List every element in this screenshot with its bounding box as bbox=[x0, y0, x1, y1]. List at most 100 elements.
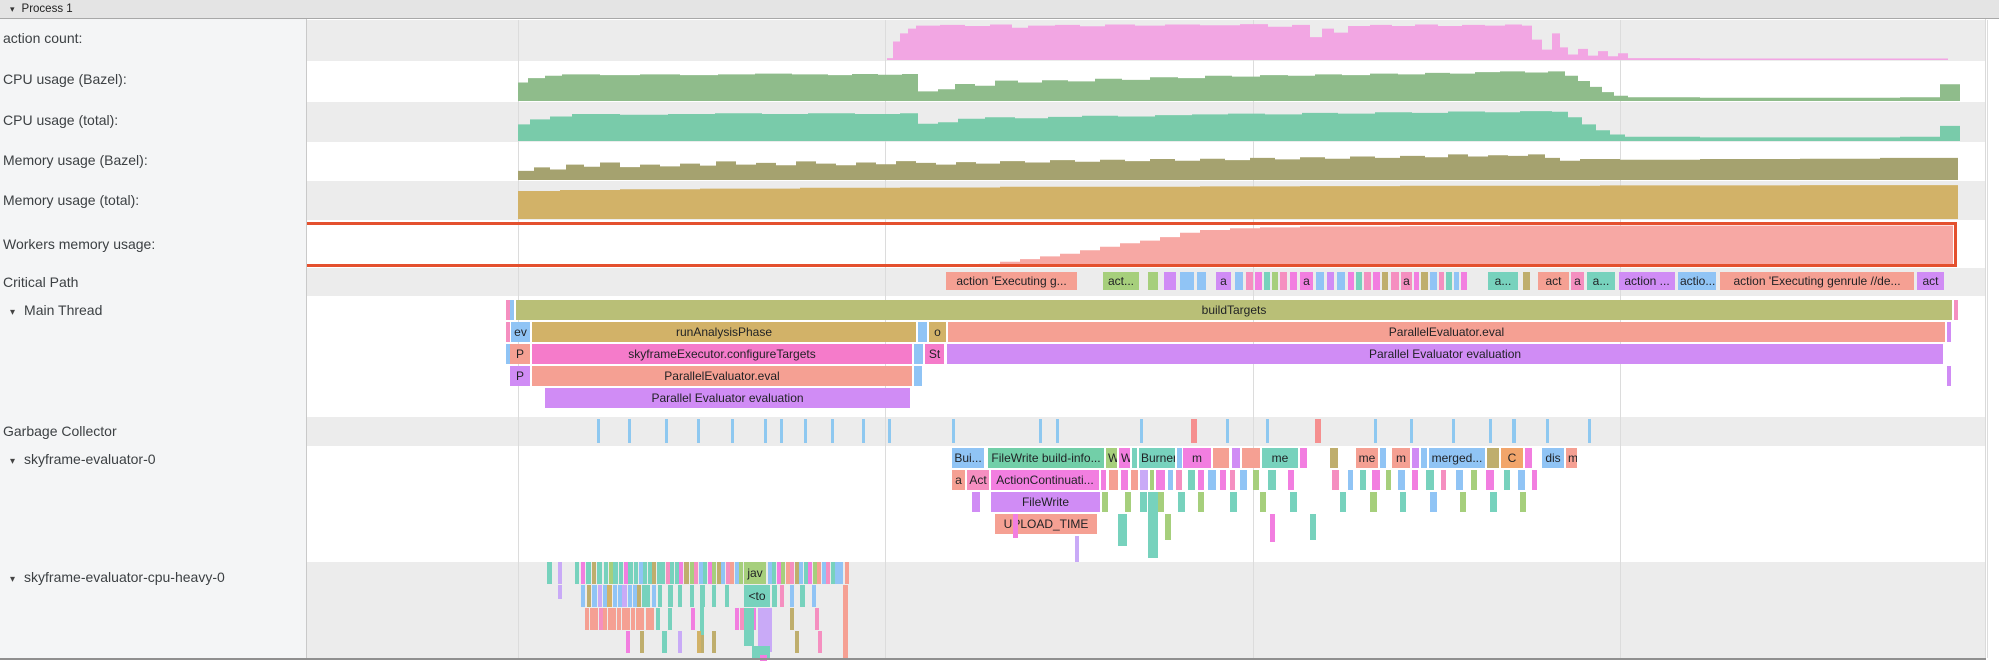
cpu-heavy-span[interactable] bbox=[675, 562, 679, 584]
critical-path-span[interactable] bbox=[1272, 272, 1278, 290]
main-thread-span[interactable] bbox=[510, 300, 514, 320]
cpu-heavy-span[interactable] bbox=[699, 562, 703, 584]
skyframe-evaluator-0-span[interactable] bbox=[1412, 448, 1419, 468]
skyframe-evaluator-0-span-burner[interactable]: Burner bbox=[1139, 448, 1175, 468]
cpu-heavy-span[interactable] bbox=[640, 608, 644, 630]
cpu-heavy-span[interactable] bbox=[818, 631, 822, 653]
trace-sub-span[interactable] bbox=[758, 608, 772, 652]
critical-path-span-act[interactable]: act bbox=[1538, 272, 1569, 290]
gc-event-tick[interactable] bbox=[1546, 419, 1549, 443]
skyframe-evaluator-0-span[interactable] bbox=[1370, 492, 1377, 512]
critical-path-span[interactable] bbox=[1421, 272, 1428, 290]
skyframe-evaluator-0-span[interactable] bbox=[1220, 470, 1226, 490]
sidebar-item-skyframe-evaluator-0[interactable]: ▾ skyframe-evaluator-0 bbox=[10, 451, 156, 467]
skyframe-evaluator-0-span[interactable] bbox=[1490, 492, 1497, 512]
gc-event-tick[interactable] bbox=[1588, 419, 1591, 443]
workers-memory-chart[interactable] bbox=[0, 220, 1999, 268]
skyframe-evaluator-0-span-me[interactable]: me bbox=[1356, 448, 1378, 468]
memory-usage-total-chart[interactable] bbox=[0, 181, 1999, 220]
gc-event-tick[interactable] bbox=[888, 419, 891, 443]
skyframe-evaluator-0-span-filewrite-build-info[interactable]: FileWrite build-info... bbox=[988, 448, 1104, 468]
cpu-heavy-span[interactable] bbox=[815, 608, 819, 630]
cpu-heavy-span[interactable] bbox=[668, 585, 673, 607]
collapse-icon[interactable]: ▾ bbox=[10, 456, 16, 467]
cpu-heavy-span[interactable] bbox=[607, 585, 612, 607]
cpu-heavy-span[interactable] bbox=[603, 608, 607, 630]
skyframe-evaluator-0-span-m[interactable]: m bbox=[1392, 448, 1410, 468]
cpu-heavy-span[interactable] bbox=[678, 585, 682, 607]
skyframe-evaluator-0-span[interactable] bbox=[1486, 470, 1494, 490]
cpu-heavy-span[interactable] bbox=[558, 562, 562, 584]
gc-event-tick[interactable] bbox=[1315, 419, 1321, 443]
skyframe-evaluator-0-span[interactable] bbox=[1156, 470, 1165, 490]
skyframe-evaluator-0-span[interactable] bbox=[1400, 492, 1406, 512]
cpu-heavy-span[interactable] bbox=[808, 562, 812, 584]
cpu-heavy-span[interactable] bbox=[624, 562, 628, 584]
skyframe-evaluator-0-span[interactable] bbox=[1230, 470, 1235, 490]
skyframe-evaluator-0-span-dis[interactable]: dis bbox=[1542, 448, 1564, 468]
cpu-heavy-span[interactable] bbox=[633, 585, 637, 607]
critical-path-span-action-executing-g[interactable]: action 'Executing g... bbox=[946, 272, 1077, 290]
skyframe-evaluator-0-span[interactable] bbox=[1300, 448, 1307, 468]
gc-event-tick[interactable] bbox=[1410, 419, 1413, 443]
main-thread-span-parallelevaluator-eval[interactable]: ParallelEvaluator.eval bbox=[948, 322, 1945, 342]
critical-path-span-actio[interactable]: actio... bbox=[1678, 272, 1716, 290]
cpu-heavy-span[interactable] bbox=[622, 608, 626, 630]
skyframe-evaluator-0-span-m[interactable]: m bbox=[1566, 448, 1577, 468]
critical-path-span[interactable] bbox=[1280, 272, 1287, 290]
cpu-heavy-span-jav[interactable]: jav bbox=[744, 562, 766, 584]
main-thread-span-parallelevaluator-eval[interactable]: ParallelEvaluator.eval bbox=[532, 366, 912, 386]
skyframe-evaluator-0-span[interactable] bbox=[1188, 470, 1195, 490]
cpu-heavy-span[interactable] bbox=[700, 631, 704, 653]
gc-event-tick[interactable] bbox=[1266, 419, 1269, 443]
skyframe-evaluator-0-span-c[interactable]: C bbox=[1501, 448, 1523, 468]
gc-event-tick[interactable] bbox=[628, 419, 631, 443]
critical-path-span[interactable] bbox=[1148, 272, 1158, 290]
skyframe-evaluator-0-span[interactable] bbox=[1176, 470, 1182, 490]
cpu-heavy-span[interactable] bbox=[835, 562, 843, 584]
critical-path-span-a[interactable]: a bbox=[1300, 272, 1313, 290]
sidebar-item-main-thread[interactable]: ▾ Main Thread bbox=[10, 302, 102, 318]
cpu-heavy-span[interactable] bbox=[657, 562, 661, 584]
skyframe-evaluator-0-span[interactable] bbox=[1348, 470, 1353, 490]
cpu-heavy-span[interactable] bbox=[845, 562, 849, 584]
gc-event-tick[interactable] bbox=[1489, 419, 1492, 443]
critical-path-span-a[interactable]: a... bbox=[1488, 272, 1518, 290]
cpu-heavy-span[interactable] bbox=[590, 608, 594, 630]
critical-path-span-a[interactable]: a bbox=[1216, 272, 1231, 290]
cpu-heavy-span[interactable] bbox=[603, 585, 607, 607]
cpu-heavy-span[interactable] bbox=[592, 562, 596, 584]
skyframe-evaluator-0-span[interactable] bbox=[1232, 448, 1240, 468]
skyframe-evaluator-0-span[interactable] bbox=[1412, 470, 1418, 490]
cpu-heavy-span[interactable] bbox=[613, 562, 618, 584]
trace-sub-span[interactable] bbox=[843, 585, 848, 659]
cpu-usage-bazel-chart[interactable] bbox=[0, 61, 1999, 102]
skyframe-evaluator-0-span[interactable] bbox=[1213, 448, 1229, 468]
collapse-icon[interactable]: ▾ bbox=[10, 307, 16, 318]
cpu-heavy-span[interactable] bbox=[609, 562, 613, 584]
main-thread-span-ev[interactable]: ev bbox=[511, 322, 530, 342]
trace-sub-span[interactable] bbox=[744, 608, 754, 646]
critical-path-span[interactable] bbox=[1430, 272, 1437, 290]
skyframe-evaluator-0-span-w[interactable]: W bbox=[1106, 448, 1117, 468]
cpu-heavy-span[interactable] bbox=[725, 585, 729, 607]
cpu-heavy-span[interactable] bbox=[781, 562, 785, 584]
cpu-heavy-span[interactable] bbox=[626, 608, 630, 630]
skyframe-evaluator-0-span[interactable] bbox=[1441, 470, 1446, 490]
gc-event-tick[interactable] bbox=[597, 419, 600, 443]
cpu-heavy-span[interactable] bbox=[613, 585, 617, 607]
skyframe-evaluator-0-span[interactable] bbox=[1372, 470, 1380, 490]
skyframe-evaluator-0-span[interactable] bbox=[1260, 492, 1266, 512]
critical-path-span[interactable] bbox=[1180, 272, 1194, 290]
cpu-heavy-span[interactable] bbox=[708, 562, 712, 584]
skyframe-evaluator-0-span[interactable] bbox=[1330, 448, 1338, 468]
cpu-heavy-span[interactable] bbox=[786, 562, 790, 584]
critical-path-span[interactable] bbox=[1348, 272, 1354, 290]
main-thread-span-parallel-evaluator-evaluation[interactable]: Parallel Evaluator evaluation bbox=[545, 388, 910, 408]
critical-path-span-action[interactable]: action ... bbox=[1619, 272, 1675, 290]
trace-sub-span[interactable] bbox=[1148, 492, 1158, 558]
memory-usage-bazel-chart[interactable] bbox=[0, 142, 1999, 181]
cpu-heavy-span[interactable] bbox=[656, 608, 660, 630]
main-thread-span-st[interactable]: St bbox=[925, 344, 944, 364]
cpu-heavy-span[interactable] bbox=[790, 562, 794, 584]
